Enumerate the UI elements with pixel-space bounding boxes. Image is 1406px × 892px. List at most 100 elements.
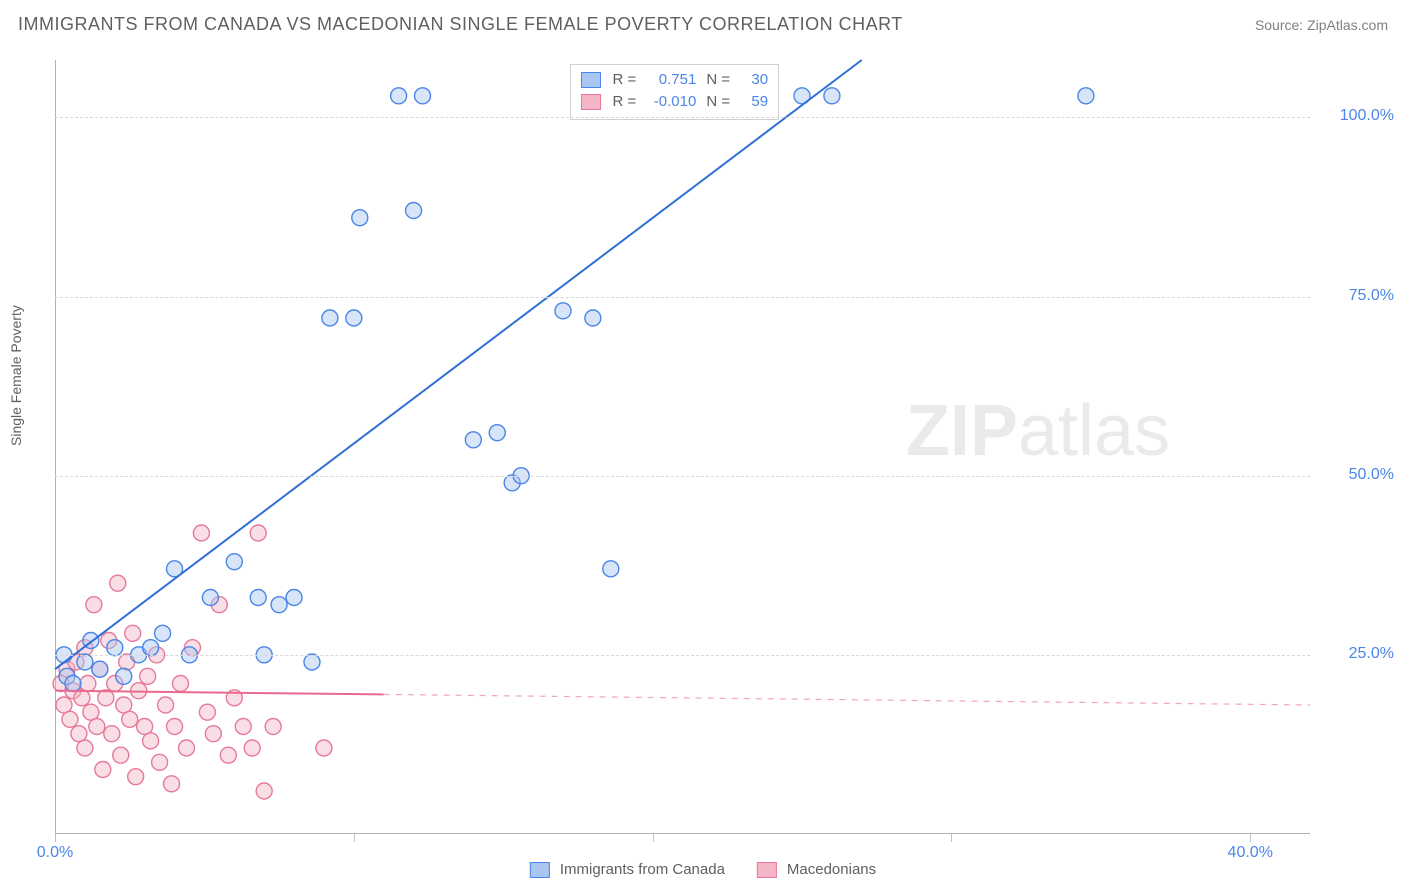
scatter-point-canada <box>489 425 505 441</box>
legend-stats-row-canada: R = 0.751 N = 30 <box>581 69 769 91</box>
scatter-point-macedonian <box>143 733 159 749</box>
legend-swatch <box>581 72 601 88</box>
legend-label-canada: Immigrants from Canada <box>560 861 725 878</box>
scatter-point-canada <box>304 654 320 670</box>
chart-source: Source: ZipAtlas.com <box>1255 17 1388 33</box>
scatter-point-canada <box>143 640 159 656</box>
scatter-point-macedonian <box>104 726 120 742</box>
scatter-point-macedonian <box>173 676 189 692</box>
scatter-point-macedonian <box>158 697 174 713</box>
trend-line-macedonian-dashed <box>384 694 1310 705</box>
scatter-point-macedonian <box>316 740 332 756</box>
scatter-point-canada <box>286 590 302 606</box>
scatter-point-macedonian <box>74 690 90 706</box>
x-tick-mark <box>354 834 355 842</box>
gridline <box>55 117 1310 118</box>
chart-title: IMMIGRANTS FROM CANADA VS MACEDONIAN SIN… <box>18 14 903 35</box>
r-label: R = <box>613 91 637 113</box>
scatter-point-macedonian <box>167 719 183 735</box>
scatter-point-canada <box>406 203 422 219</box>
scatter-point-macedonian <box>193 525 209 541</box>
scatter-point-macedonian <box>256 783 272 799</box>
scatter-point-macedonian <box>140 668 156 684</box>
scatter-point-canada <box>92 661 108 677</box>
scatter-point-macedonian <box>137 719 153 735</box>
scatter-point-canada <box>415 88 431 104</box>
scatter-point-canada <box>65 676 81 692</box>
scatter-point-macedonian <box>220 747 236 763</box>
scatter-point-macedonian <box>77 740 93 756</box>
scatter-point-canada <box>226 554 242 570</box>
scatter-point-macedonian <box>86 597 102 613</box>
scatter-point-canada <box>352 210 368 226</box>
scatter-point-macedonian <box>62 711 78 727</box>
scatter-point-canada <box>155 625 171 641</box>
scatter-point-macedonian <box>113 747 129 763</box>
y-tick-label: 50.0% <box>1324 466 1394 484</box>
legend-item-macedonian: Macedonians <box>757 861 876 878</box>
x-tick-label: 40.0% <box>1228 844 1273 862</box>
legend-item-canada: Immigrants from Canada <box>530 861 725 878</box>
scatter-point-macedonian <box>56 697 72 713</box>
gridline <box>55 476 1310 477</box>
scatter-point-macedonian <box>89 719 105 735</box>
scatter-point-canada <box>346 310 362 326</box>
scatter-point-macedonian <box>125 625 141 641</box>
scatter-point-macedonian <box>71 726 87 742</box>
y-tick-label: 100.0% <box>1324 107 1394 125</box>
legend-swatch <box>581 94 601 110</box>
x-tick-label: 0.0% <box>37 844 73 862</box>
scatter-point-macedonian <box>152 754 168 770</box>
scatter-svg <box>55 60 1310 834</box>
legend-swatch-macedonian <box>757 862 777 878</box>
y-axis-label: Single Female Poverty <box>8 305 24 446</box>
scatter-point-macedonian <box>235 719 251 735</box>
r-value: 0.751 <box>646 69 696 91</box>
scatter-point-macedonian <box>110 575 126 591</box>
legend-stats-box: R = 0.751 N = 30 R = -0.010 N = 59 <box>570 64 780 120</box>
n-label: N = <box>706 91 730 113</box>
scatter-point-canada <box>555 303 571 319</box>
r-label: R = <box>613 69 637 91</box>
scatter-point-macedonian <box>244 740 260 756</box>
scatter-point-canada <box>824 88 840 104</box>
scatter-point-canada <box>250 590 266 606</box>
scatter-point-macedonian <box>83 704 99 720</box>
scatter-point-canada <box>116 668 132 684</box>
scatter-point-macedonian <box>164 776 180 792</box>
n-value: 59 <box>740 91 768 113</box>
legend-swatch-canada <box>530 862 550 878</box>
chart-plot-area: ZIPatlas R =0.751N =30R =-0.010N =59 25.… <box>55 60 1310 834</box>
scatter-point-macedonian <box>116 697 132 713</box>
y-tick-label: 25.0% <box>1324 645 1394 663</box>
legend-bottom: Immigrants from Canada Macedonians <box>530 861 876 878</box>
legend-stats-row-macedonian: R = -0.010 N = 59 <box>581 91 769 113</box>
trend-line-canada <box>55 60 862 669</box>
scatter-point-macedonian <box>128 769 144 785</box>
legend-label-macedonian: Macedonians <box>787 861 876 878</box>
y-tick-label: 75.0% <box>1324 287 1394 305</box>
n-value: 30 <box>740 69 768 91</box>
x-tick-mark <box>55 834 56 842</box>
scatter-point-canada <box>107 640 123 656</box>
scatter-point-macedonian <box>250 525 266 541</box>
x-tick-mark <box>1250 834 1251 842</box>
scatter-point-macedonian <box>95 762 111 778</box>
gridline <box>55 655 1310 656</box>
gridline <box>55 297 1310 298</box>
scatter-point-macedonian <box>199 704 215 720</box>
r-value: -0.010 <box>646 91 696 113</box>
scatter-point-canada <box>77 654 93 670</box>
scatter-point-canada <box>585 310 601 326</box>
scatter-point-macedonian <box>265 719 281 735</box>
scatter-point-canada <box>271 597 287 613</box>
scatter-point-canada <box>1078 88 1094 104</box>
scatter-point-macedonian <box>205 726 221 742</box>
scatter-point-canada <box>391 88 407 104</box>
x-tick-mark <box>653 834 654 842</box>
n-label: N = <box>706 69 730 91</box>
chart-header: IMMIGRANTS FROM CANADA VS MACEDONIAN SIN… <box>18 14 1388 35</box>
scatter-point-canada <box>322 310 338 326</box>
scatter-point-canada <box>202 590 218 606</box>
scatter-point-macedonian <box>122 711 138 727</box>
